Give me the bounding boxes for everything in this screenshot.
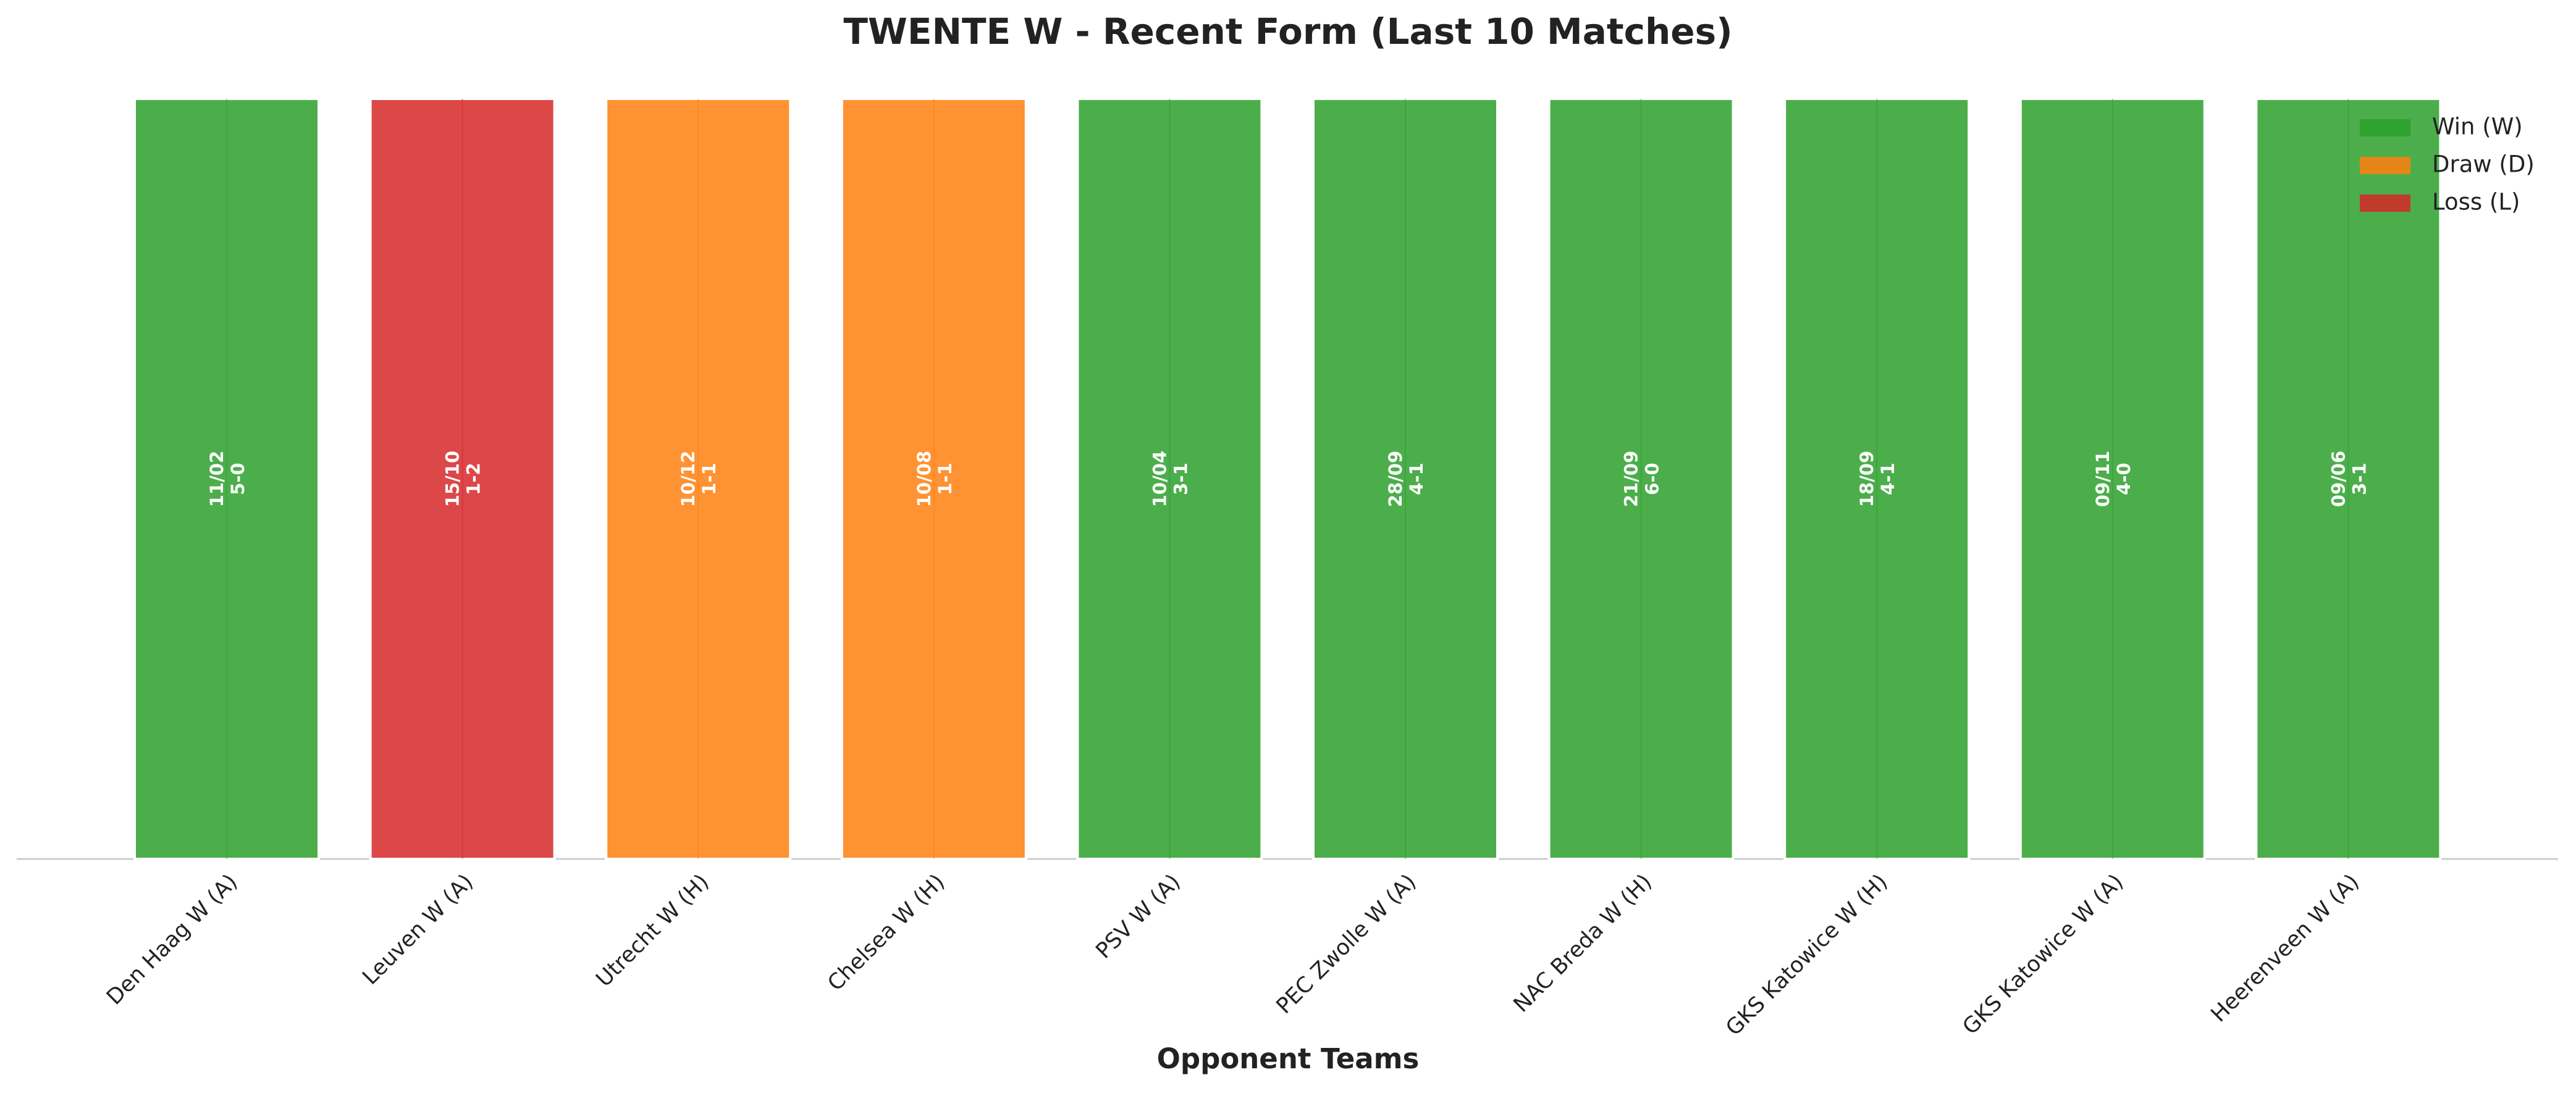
bar-label-date: 15/10 bbox=[442, 451, 463, 507]
bar-label-date: 18/09 bbox=[1856, 451, 1877, 507]
bar-label-date: 11/02 bbox=[206, 451, 227, 507]
bar-label-score: 4-1 bbox=[1406, 463, 1427, 495]
x-tick-label: Leuven W (A) bbox=[358, 869, 478, 990]
x-tick-label: Chelsea W (H) bbox=[823, 869, 949, 996]
x-tick-label: NAC Breda W (H) bbox=[1509, 869, 1657, 1017]
x-tick-label: Utrecht W (H) bbox=[592, 869, 714, 992]
bar-label: 09/063-1 bbox=[2328, 451, 2370, 507]
bar-label-date: 09/06 bbox=[2328, 451, 2349, 507]
bar-label-score: 1-1 bbox=[935, 463, 956, 495]
chart-title: TWENTE W - Recent Form (Last 10 Matches) bbox=[843, 10, 1732, 52]
x-tick-label: Den Haag W (A) bbox=[102, 869, 242, 1010]
bar-label: 10/121-1 bbox=[678, 451, 720, 507]
bar-label-score: 4-0 bbox=[2113, 463, 2134, 495]
bar-label-score: 5-0 bbox=[227, 463, 248, 495]
legend-swatch bbox=[2360, 195, 2410, 212]
bar-label-date: 09/11 bbox=[2092, 451, 2113, 507]
x-tick-label: PEC Zwolle W (A) bbox=[1272, 869, 1421, 1019]
x-tick-label: GKS Katowice W (H) bbox=[1721, 869, 1892, 1041]
x-tick-label: PSV W (A) bbox=[1092, 869, 1185, 963]
bar-label: 10/043-1 bbox=[1149, 451, 1191, 507]
bar-label: 15/101-2 bbox=[442, 451, 484, 507]
bar-label-date: 10/04 bbox=[1149, 451, 1170, 507]
bar-label-date: 10/12 bbox=[678, 451, 699, 507]
legend-swatch bbox=[2360, 157, 2410, 174]
bar-label: 28/094-1 bbox=[1385, 451, 1427, 507]
bar-label-score: 1-2 bbox=[463, 463, 484, 495]
bar-label-score: 6-0 bbox=[1642, 463, 1663, 495]
legend-label: Loss (L) bbox=[2432, 189, 2520, 216]
legend-label: Draw (D) bbox=[2432, 151, 2535, 178]
x-tick-label: Heerenveen W (A) bbox=[2207, 869, 2364, 1027]
bar-label: 09/114-0 bbox=[2092, 451, 2134, 507]
bar-label: 21/096-0 bbox=[1621, 451, 1663, 507]
bar-label: 10/081-1 bbox=[914, 451, 956, 507]
bar-label-score: 4-1 bbox=[1877, 463, 1898, 495]
bar-label-score: 3-1 bbox=[2349, 463, 2370, 495]
bar-label: 11/025-0 bbox=[206, 451, 248, 507]
x-axis-label: Opponent Teams bbox=[1157, 1042, 1420, 1075]
bar-label-date: 21/09 bbox=[1621, 451, 1642, 507]
bar-label: 18/094-1 bbox=[1856, 451, 1898, 507]
x-tick-label: GKS Katowice W (A) bbox=[1958, 869, 2128, 1039]
legend-label: Win (W) bbox=[2432, 114, 2523, 140]
legend-swatch bbox=[2360, 119, 2410, 136]
bar-label-date: 28/09 bbox=[1385, 451, 1406, 507]
bar-label-score: 3-1 bbox=[1170, 463, 1191, 495]
bar-label-score: 1-1 bbox=[699, 463, 720, 495]
bar-label-date: 10/08 bbox=[914, 451, 935, 507]
